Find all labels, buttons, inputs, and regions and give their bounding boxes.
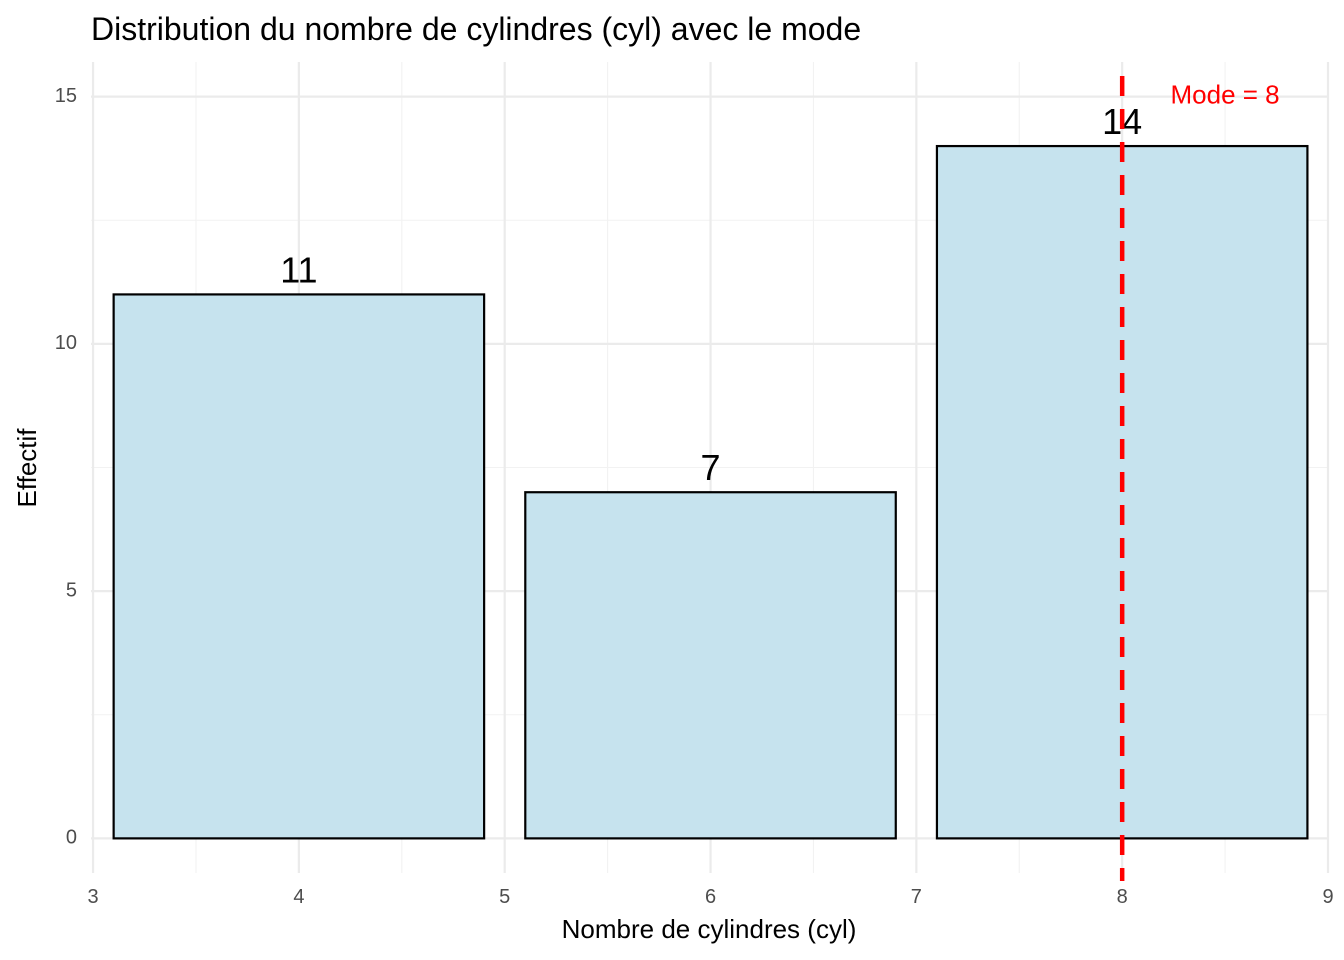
x-tick-label: 3 — [87, 886, 98, 908]
y-tick-label: 15 — [55, 85, 77, 107]
x-tick-label: 7 — [911, 886, 922, 908]
bar-cyl-4 — [112, 293, 486, 840]
bar-value-label: 11 — [280, 249, 317, 290]
mode-label: Mode = 8 — [1171, 79, 1280, 109]
x-tick-label: 8 — [1117, 886, 1128, 908]
y-axis-title: Effectif — [12, 428, 42, 508]
y-tick-label: 5 — [66, 579, 77, 601]
x-tick-label: 6 — [705, 886, 716, 908]
x-axis-title: Nombre de cylindres (cyl) — [562, 914, 857, 944]
x-tick-label: 5 — [499, 886, 510, 908]
chart-title: Distribution du nombre de cylindres (cyl… — [91, 11, 861, 47]
x-axis-tick-labels: 3 4 5 6 7 8 9 — [87, 886, 1333, 908]
y-axis-tick-labels: 0 5 10 15 — [55, 85, 77, 849]
mode-indicator: Mode = 8 — [1119, 76, 1280, 881]
bar-cyl-6 — [524, 491, 897, 840]
x-tick-label: 9 — [1322, 886, 1333, 908]
y-tick-label: 0 — [66, 827, 77, 849]
bar-value-label: 7 — [701, 447, 721, 488]
x-tick-label: 4 — [293, 886, 304, 908]
y-tick-label: 10 — [55, 332, 77, 354]
